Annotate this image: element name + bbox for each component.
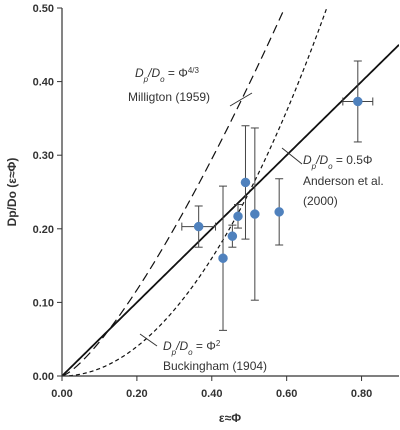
curve-millington <box>62 8 286 376</box>
annotation-anderson-equation: Dp/Do = 0.5Φ <box>303 153 373 171</box>
annotation-anderson: Dp/Do = 0.5Φ Anderson et al. (2000) <box>281 147 384 208</box>
axis-ticks: 0.00 0.20 0.40 0.60 0.80 0.00 0.10 0.20 0.30 0.40… <box>33 3 373 400</box>
error-bars <box>181 60 374 331</box>
data-point <box>274 207 284 217</box>
data-point <box>193 221 204 232</box>
annotation-millington: Dp/Do = Φ4/3 Milligton (1959) <box>128 66 253 107</box>
data-point <box>240 177 251 188</box>
annotation-millington-arrow <box>229 92 253 107</box>
y-tick-label: 0.30 <box>33 150 54 162</box>
data-point <box>353 96 363 107</box>
y-tick-label: 0.40 <box>33 77 54 89</box>
y-tick-label: 0.00 <box>33 371 54 383</box>
y-tick-label: 0.10 <box>33 297 54 309</box>
model-curves <box>62 8 399 376</box>
annotation-buckingham-author: Buckingham (1904) <box>163 359 267 373</box>
annotation-anderson-arrow <box>281 147 303 165</box>
data-point <box>218 253 228 263</box>
x-axis-label: ε≈Φ <box>219 411 241 425</box>
x-tick-label: 0.20 <box>126 388 147 400</box>
x-tick-label: 0.00 <box>51 388 72 400</box>
data-points <box>193 96 363 263</box>
annotation-millington-author: Milligton (1959) <box>128 90 210 104</box>
x-tick-label: 0.60 <box>276 388 297 400</box>
y-tick-label: 0.50 <box>33 3 54 15</box>
annotation-buckingham-equation: Dp/Do = Φ2 <box>163 339 221 357</box>
data-point <box>250 209 260 219</box>
y-axis-label: Dp/Do (ε≈Φ) <box>5 158 19 227</box>
x-tick-label: 0.40 <box>201 388 222 400</box>
x-tick-label: 0.80 <box>351 388 372 400</box>
annotation-anderson-author-1: Anderson et al. <box>303 174 384 188</box>
curve-anderson <box>62 44 399 376</box>
data-point <box>233 211 243 222</box>
annotation-buckingham-arrow <box>139 333 158 347</box>
annotation-millington-equation: Dp/Do = Φ4/3 <box>135 66 200 84</box>
annotation-buckingham: Dp/Do = Φ2 Buckingham (1904) <box>139 333 267 373</box>
data-point <box>227 231 238 241</box>
y-tick-label: 0.20 <box>33 224 54 236</box>
curve-buckingham <box>62 8 328 376</box>
annotation-anderson-author-2: (2000) <box>303 194 338 208</box>
